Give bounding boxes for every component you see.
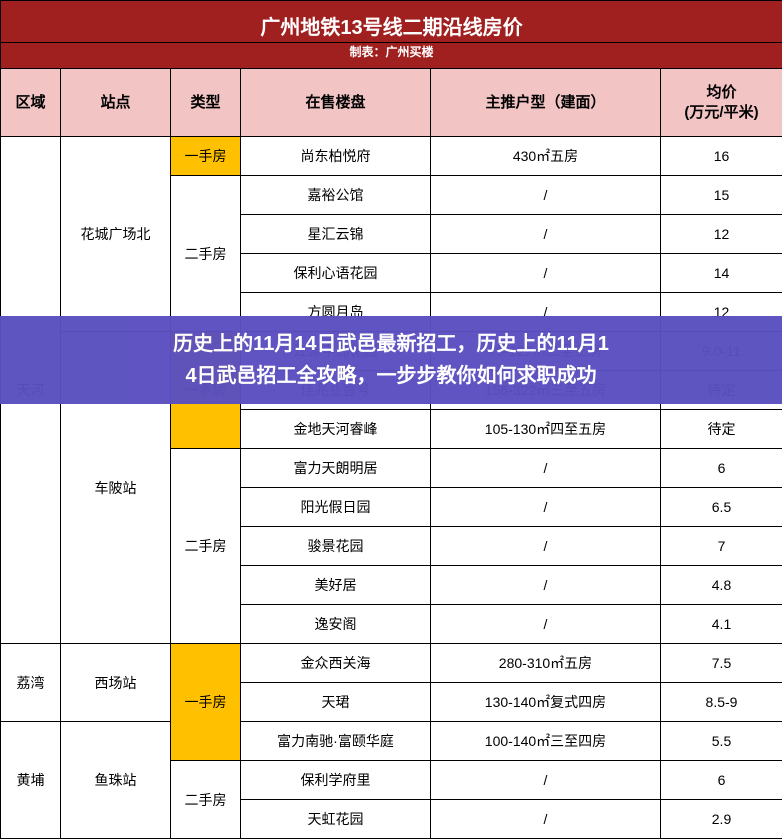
page-container: 广州地铁13号线二期沿线房价制表：广州买楼区域站点类型在售楼盘主推户型（建面）均…	[0, 0, 782, 839]
project-cell: 金地天河睿峰	[241, 410, 431, 449]
type-cell: 二手房	[171, 176, 241, 332]
project-cell: 阳光假日园	[241, 488, 431, 527]
column-header: 区域	[1, 69, 61, 137]
project-cell: 骏景花园	[241, 527, 431, 566]
unit-cell: /	[431, 527, 661, 566]
unit-cell: /	[431, 254, 661, 293]
price-table: 广州地铁13号线二期沿线房价制表：广州买楼区域站点类型在售楼盘主推户型（建面）均…	[0, 0, 782, 839]
unit-cell: /	[431, 761, 661, 800]
price-cell: 2.9	[661, 800, 782, 839]
column-header: 站点	[61, 69, 171, 137]
table-row: 黄埔鱼珠站富力南驰·富颐华庭100-140㎡三至四房5.5	[1, 722, 782, 761]
column-header: 均价(万元/平米)	[661, 69, 782, 137]
table-row: 荔湾西场站一手房金众西关海280-310㎡五房7.5	[1, 644, 782, 683]
price-cell: 16	[661, 137, 782, 176]
table-row: 天河花城广场北一手房尚东柏悦府430㎡五房16	[1, 137, 782, 176]
project-cell: 保利学府里	[241, 761, 431, 800]
unit-cell: 100-140㎡三至四房	[431, 722, 661, 761]
unit-cell: /	[431, 605, 661, 644]
column-header: 类型	[171, 69, 241, 137]
unit-cell: 430㎡五房	[431, 137, 661, 176]
unit-cell: /	[431, 488, 661, 527]
project-cell: 保利心语花园	[241, 254, 431, 293]
price-cell: 7.5	[661, 644, 782, 683]
project-cell: 美好居	[241, 566, 431, 605]
unit-cell: 105-130㎡四至五房	[431, 410, 661, 449]
unit-cell: /	[431, 449, 661, 488]
banner-line-1: 历史上的11月14日武邑最新招工，历史上的11月1	[20, 328, 762, 360]
price-cell: 8.5-9	[661, 683, 782, 722]
project-cell: 逸安阁	[241, 605, 431, 644]
type-cell: 二手房	[171, 449, 241, 644]
table-title: 广州地铁13号线二期沿线房价	[1, 1, 782, 43]
region-cell: 荔湾	[1, 644, 61, 722]
project-cell: 富力南驰·富颐华庭	[241, 722, 431, 761]
unit-cell: /	[431, 800, 661, 839]
column-header: 在售楼盘	[241, 69, 431, 137]
project-cell: 天虹花园	[241, 800, 431, 839]
column-header: 主推户型（建面）	[431, 69, 661, 137]
price-cell: 6	[661, 449, 782, 488]
project-cell: 星汇云锦	[241, 215, 431, 254]
price-cell: 14	[661, 254, 782, 293]
unit-cell: /	[431, 215, 661, 254]
price-cell: 4.1	[661, 605, 782, 644]
price-cell: 7	[661, 527, 782, 566]
banner-line-2: 4日武邑招工全攻略，一步步教你如何求职成功	[20, 360, 762, 392]
price-cell: 4.8	[661, 566, 782, 605]
station-cell: 花城广场北	[61, 137, 171, 332]
project-cell: 嘉裕公馆	[241, 176, 431, 215]
table-subtitle: 制表：广州买楼	[1, 43, 782, 69]
price-cell: 12	[661, 215, 782, 254]
type-cell: 一手房	[171, 137, 241, 176]
unit-cell: /	[431, 566, 661, 605]
price-cell: 6.5	[661, 488, 782, 527]
overlay-banner: 历史上的11月14日武邑最新招工，历史上的11月1 4日武邑招工全攻略，一步步教…	[0, 316, 782, 404]
station-cell: 西场站	[61, 644, 171, 722]
price-cell: 15	[661, 176, 782, 215]
title-text: 广州地铁13号线二期沿线房价	[260, 17, 522, 39]
type-cell: 一手房	[171, 644, 241, 761]
type-cell: 二手房	[171, 761, 241, 839]
project-cell: 金众西关海	[241, 644, 431, 683]
unit-cell: /	[431, 176, 661, 215]
price-cell: 6	[661, 761, 782, 800]
price-cell: 待定	[661, 410, 782, 449]
unit-cell: 130-140㎡复式四房	[431, 683, 661, 722]
unit-cell: 280-310㎡五房	[431, 644, 661, 683]
project-cell: 天珺	[241, 683, 431, 722]
region-cell: 黄埔	[1, 722, 61, 839]
project-cell: 富力天朗明居	[241, 449, 431, 488]
station-cell: 鱼珠站	[61, 722, 171, 839]
price-cell: 5.5	[661, 722, 782, 761]
project-cell: 尚东柏悦府	[241, 137, 431, 176]
